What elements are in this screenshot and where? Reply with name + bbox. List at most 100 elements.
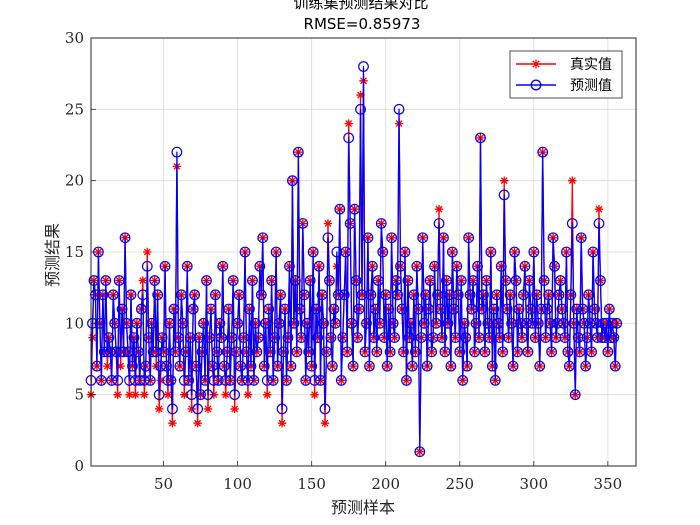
data-point-pred: [252, 332, 264, 344]
data-point-pred: [149, 275, 161, 286]
data-point-pred: [135, 303, 147, 315]
data-point-pred: [374, 317, 386, 329]
data-point-pred: [605, 332, 617, 344]
data-point-pred: [589, 303, 600, 315]
data-point-pred: [263, 303, 275, 315]
data-point-pred: [362, 232, 374, 244]
data-point-pred: [574, 346, 586, 358]
data-point-pred: [95, 375, 107, 386]
data-point-pred: [273, 317, 285, 329]
data-point-pred: [245, 360, 257, 372]
data-point-pred: [112, 375, 124, 386]
data-point-pred: [449, 332, 461, 344]
data-point-true: [113, 390, 122, 399]
data-point-true: [568, 176, 577, 185]
data-point-pred: [378, 332, 390, 344]
data-point-pred: [466, 303, 478, 315]
data-point-pred: [526, 317, 538, 329]
data-point-true: [180, 390, 189, 399]
x-tick-label: 150: [297, 475, 326, 493]
data-point-pred: [478, 289, 489, 301]
data-point-pred: [366, 260, 378, 272]
data-point-pred: [331, 246, 343, 258]
data-point-pred: [337, 332, 349, 344]
data-point-pred: [540, 332, 552, 344]
data-point-pred: [301, 317, 313, 329]
data-point-pred: [423, 303, 435, 315]
data-point-pred: [248, 375, 260, 386]
data-point-pred: [446, 246, 458, 258]
data-point-pred: [521, 317, 532, 329]
data-point-pred: [452, 289, 464, 301]
data-point-pred: [115, 346, 127, 358]
data-point-pred: [328, 303, 340, 315]
data-point-pred: [124, 375, 135, 386]
data-point-pred: [411, 260, 423, 272]
data-point-pred: [125, 289, 137, 301]
data-point-pred: [463, 232, 475, 244]
data-point-pred: [424, 275, 436, 286]
data-point-pred: [352, 332, 363, 344]
data-point-true: [356, 90, 365, 100]
data-point-pred: [239, 246, 251, 258]
data-point-pred: [460, 332, 472, 344]
data-point-pred: [134, 375, 146, 386]
data-point-pred: [575, 232, 587, 244]
legend-label-pred: 预测值: [570, 78, 612, 94]
legend-marker-true: [531, 59, 541, 69]
data-point-pred: [321, 346, 332, 358]
data-point-pred: [221, 346, 233, 358]
data-point-pred: [199, 375, 211, 386]
data-point-pred: [406, 360, 418, 372]
data-point-pred: [113, 275, 125, 286]
data-point-pred: [281, 375, 292, 386]
legend-asterisk-true: [531, 59, 541, 69]
data-point-true: [138, 276, 148, 285]
data-point-true: [243, 390, 253, 399]
legend-entry-pred: 预测值: [516, 78, 612, 94]
data-point-pred: [109, 317, 121, 329]
data-point-true: [116, 361, 125, 371]
data-point-pred: [506, 317, 517, 329]
legend-box: [509, 50, 623, 99]
data-point-pred: [171, 146, 183, 158]
data-point-pred: [97, 289, 109, 301]
data-point-pred: [560, 246, 572, 258]
data-point-pred: [332, 289, 344, 301]
data-point-pred: [150, 346, 162, 358]
data-point-pred: [537, 146, 549, 158]
data-point-true: [187, 404, 196, 414]
data-point-pred: [88, 275, 100, 286]
data-point-pred: [482, 317, 494, 329]
data-point-pred: [414, 446, 426, 458]
data-point-pred: [510, 275, 522, 286]
data-point-pred: [275, 289, 286, 301]
data-point-pred: [518, 289, 529, 301]
x-tick-label: 100: [223, 475, 252, 493]
data-point-pred: [578, 317, 590, 329]
data-point-pred: [389, 332, 401, 344]
data-point-pred: [364, 360, 375, 372]
data-point-pred: [174, 360, 186, 372]
data-point-pred: [580, 360, 592, 372]
data-point-pred: [272, 360, 284, 372]
data-point-true: [499, 176, 509, 185]
data-point-pred: [227, 275, 239, 286]
data-point-pred: [455, 275, 467, 286]
data-point-pred: [340, 246, 352, 258]
data-point-pred: [523, 275, 535, 286]
data-point-pred: [310, 303, 322, 315]
data-point-pred: [509, 246, 520, 258]
data-point-pred: [544, 317, 556, 329]
data-point-pred: [267, 375, 279, 386]
data-point-pred: [335, 375, 347, 386]
data-point-pred: [488, 303, 500, 315]
data-point-pred: [377, 246, 389, 258]
data-point-pred: [405, 317, 417, 329]
data-point-pred: [593, 218, 605, 229]
legend-marker-pred: [530, 79, 542, 91]
data-point-pred: [563, 360, 575, 372]
x-tick-label: 200: [371, 475, 400, 493]
data-point-pred: [483, 332, 495, 344]
